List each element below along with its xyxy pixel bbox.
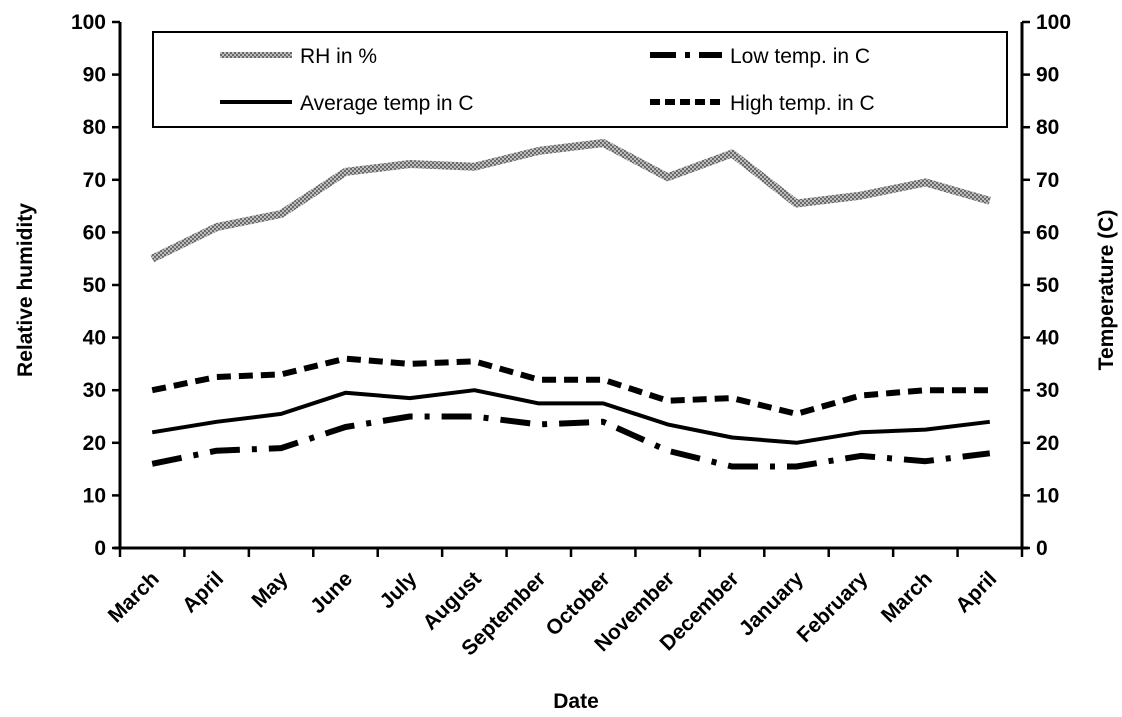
y-tick-label-left: 60 (83, 221, 106, 244)
x-tick-label: March (104, 567, 164, 627)
y-tick-label-left: 80 (83, 116, 106, 139)
y-tick-label-left: 20 (83, 432, 106, 455)
x-tick-label: April (178, 567, 228, 617)
legend-label-average-temp-in-c: Average temp in C (300, 92, 474, 115)
x-tick-label: March (877, 567, 937, 627)
y-tick-label-right: 70 (1036, 169, 1059, 192)
y-tick-label-right: 40 (1036, 327, 1059, 350)
x-tick-label: July (375, 567, 421, 613)
y-tick-label-right: 20 (1036, 432, 1059, 455)
legend-label-high-temp-in-c: High temp. in C (730, 92, 875, 115)
legend (152, 31, 1008, 128)
y-axis-left-title: Relative humidity (14, 203, 37, 377)
x-tick-label: May (247, 567, 292, 612)
series-line-average-temp-in-c (151, 388, 991, 445)
y-tick-label-right: 100 (1036, 11, 1071, 34)
x-tick-label: June (306, 567, 357, 618)
y-tick-label-left: 0 (94, 537, 106, 560)
legend-label-rh-in: RH in % (300, 45, 377, 68)
y-tick-label-left: 70 (83, 169, 106, 192)
y-tick-label-right: 50 (1036, 274, 1059, 297)
y-tick-label-left: 90 (83, 64, 106, 87)
y-axis-right-title: Temperature (C) (1095, 210, 1118, 371)
series-line-rh-in (150, 139, 991, 263)
y-tick-label-left: 40 (83, 327, 106, 350)
y-tick-label-right: 10 (1036, 484, 1059, 507)
legend-label-low-temp-in-c: Low temp. in C (730, 45, 870, 68)
x-tick-label: April (951, 567, 1001, 617)
y-tick-label-left: 10 (83, 484, 106, 507)
series-line-low-temp-in-c (151, 413, 991, 470)
x-tick-label: February (793, 567, 873, 647)
y-tick-label-left: 100 (71, 11, 106, 34)
y-tick-label-right: 90 (1036, 64, 1059, 87)
y-tick-label-right: 80 (1036, 116, 1059, 139)
y-tick-label-left: 30 (83, 379, 106, 402)
x-axis-title: Date (553, 690, 599, 712)
y-tick-label-left: 50 (83, 274, 106, 297)
y-tick-label-right: 30 (1036, 379, 1059, 402)
y-tick-label-right: 60 (1036, 221, 1059, 244)
y-tick-label-right: 0 (1036, 537, 1048, 560)
series-line-high-temp-in-c (151, 355, 990, 417)
